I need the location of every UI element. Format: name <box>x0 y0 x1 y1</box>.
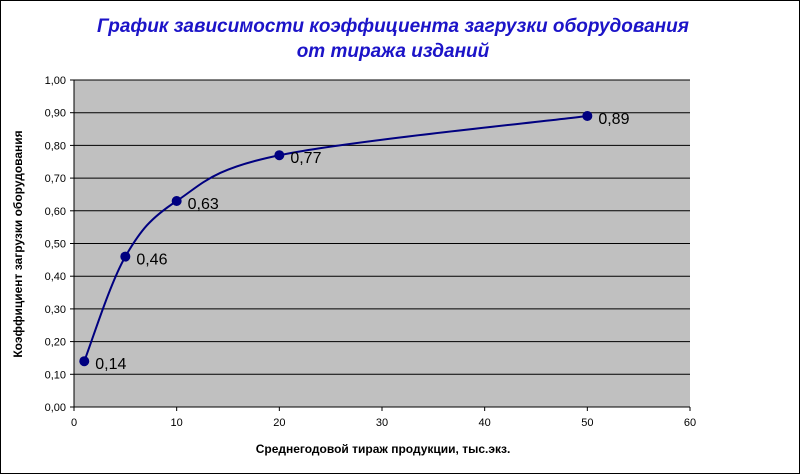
data-point <box>582 110 593 121</box>
x-tick-label: 10 <box>171 417 183 429</box>
data-point <box>171 195 182 206</box>
y-tick-label: 0,30 <box>45 304 66 316</box>
series-line <box>83 114 588 362</box>
data-labels: 0,14 0,46 0,63 0,77 0,89 <box>95 111 629 373</box>
x-tick-label: 0 <box>71 417 77 429</box>
x-tick-label: 40 <box>479 417 491 429</box>
y-tick-label: 0,80 <box>45 140 66 152</box>
data-label: 0,14 <box>95 356 126 373</box>
y-tick-label: 0,90 <box>45 108 66 120</box>
x-tick-label: 50 <box>581 417 593 429</box>
y-tick-label: 1,00 <box>45 75 66 87</box>
x-axis-title: Среднегодовой тираж продукции, тыс.экз. <box>256 442 511 456</box>
series-kz <box>79 110 593 367</box>
data-label: 0,46 <box>136 252 167 269</box>
data-label: 0,89 <box>598 111 629 128</box>
chart-title-line-1: График зависимости коэффициента загрузки… <box>97 16 689 37</box>
data-point <box>79 356 90 367</box>
y-axis-ticks: 0,00 0,10 0,20 0,30 0,40 0,50 0,60 0,70 0,80 0,90… <box>45 75 74 414</box>
y-axis-title: Коэффициент загрузки оборудования <box>11 130 25 357</box>
y-tick-label: 0,00 <box>45 402 66 414</box>
grid-lines <box>74 79 690 375</box>
y-tick-label: 0,40 <box>45 271 66 283</box>
x-axis-ticks: 0 10 20 30 40 50 60 <box>71 407 696 429</box>
x-tick-label: 30 <box>376 417 388 429</box>
chart-title-line-2: от тиража изданий <box>297 41 490 62</box>
x-tick-label: 20 <box>273 417 285 429</box>
data-point <box>274 150 285 161</box>
data-label: 0,63 <box>188 196 219 213</box>
y-tick-label: 0,70 <box>45 173 66 185</box>
y-tick-label: 0,10 <box>45 369 66 381</box>
y-tick-label: 0,50 <box>45 239 66 251</box>
y-tick-label: 0,60 <box>45 206 66 218</box>
data-point <box>120 251 131 262</box>
x-tick-label: 60 <box>684 417 696 429</box>
y-tick-label: 0,20 <box>45 337 66 349</box>
data-label: 0,77 <box>290 150 321 167</box>
